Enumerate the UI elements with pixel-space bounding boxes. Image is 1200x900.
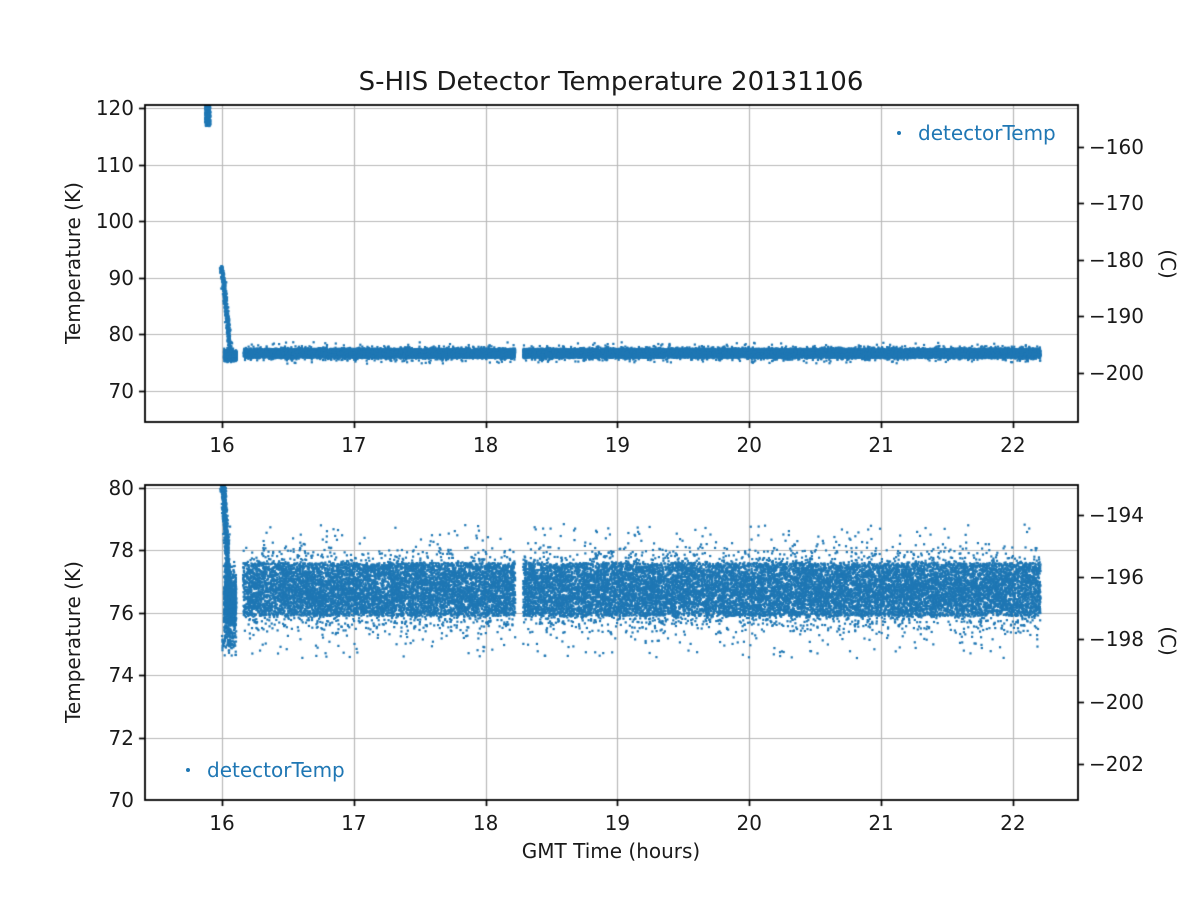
x-tick-label: 22 — [1000, 811, 1026, 835]
y-tick-label: 80 — [108, 322, 134, 347]
x-tick-label: 21 — [868, 811, 894, 835]
x-tick-label: 18 — [472, 433, 499, 457]
y-tick-label: 80 — [108, 476, 134, 501]
y-tick-label: 90 — [108, 265, 134, 290]
y2-tick-label: −190 — [1089, 304, 1144, 329]
y-tick-label: 72 — [108, 725, 134, 750]
x-tick-label: 22 — [1000, 433, 1026, 457]
legend-marker-dot — [897, 131, 901, 135]
y2-tick-label: −196 — [1089, 565, 1144, 589]
y-tick-label: 110 — [95, 152, 134, 177]
y-tick-label: 120 — [95, 95, 134, 120]
y-tick-label: 70 — [108, 378, 134, 403]
chart-title: S-HIS Detector Temperature 20131106 — [358, 67, 864, 97]
x-tick-label: 19 — [604, 811, 631, 835]
x-tick-label: 21 — [868, 433, 894, 457]
legend-bottom: detectorTemp — [186, 758, 345, 782]
y2-tick-label: −198 — [1089, 627, 1144, 652]
y2-tick-label: −170 — [1089, 191, 1144, 216]
x-tick-label: 17 — [341, 811, 367, 835]
legend-label: detectorTemp — [207, 758, 345, 782]
y-axis-label-top: Temperature (K) — [61, 182, 85, 344]
x-tick-label: 18 — [472, 811, 499, 835]
y2-tick-label: −160 — [1089, 134, 1144, 159]
legend-top: detectorTemp — [897, 121, 1056, 145]
x-tick-label: 20 — [736, 811, 762, 835]
y-tick-label: 74 — [108, 663, 134, 688]
legend-label: detectorTemp — [918, 121, 1056, 145]
x-tick-label: 16 — [209, 811, 235, 835]
y-tick-label: 70 — [108, 788, 134, 812]
y2-tick-label: −200 — [1089, 689, 1144, 714]
y2-tick-label: −180 — [1089, 247, 1144, 272]
y2-tick-label: −202 — [1089, 752, 1144, 777]
y-tick-label: 78 — [108, 538, 134, 563]
y2-tick-label: −194 — [1089, 502, 1144, 527]
x-axis-label: GMT Time (hours) — [521, 839, 701, 863]
y-axis-label-bottom: Temperature (K) — [61, 561, 85, 723]
y-tick-label: 100 — [95, 209, 134, 234]
y2-tick-label: −200 — [1089, 361, 1144, 386]
legend-marker-dot — [186, 768, 190, 772]
x-tick-label: 16 — [209, 433, 235, 457]
y2-axis-label-bottom: (C) — [1156, 626, 1180, 656]
x-tick-label: 20 — [736, 433, 762, 457]
x-tick-label: 19 — [604, 433, 631, 457]
y-tick-label: 76 — [108, 600, 134, 625]
x-tick-label: 17 — [341, 433, 367, 457]
y2-axis-label-top: (C) — [1156, 249, 1180, 279]
